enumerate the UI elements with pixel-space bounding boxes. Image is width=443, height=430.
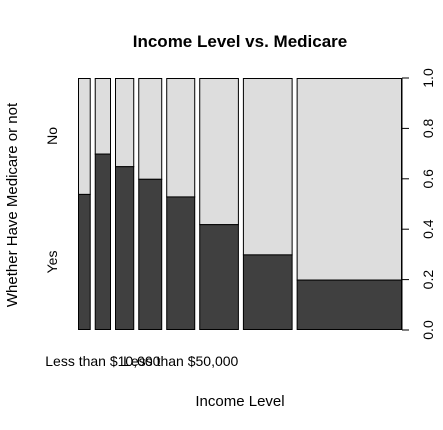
bar-no-3 [115, 78, 135, 168]
y-tick-label-3: 0.6 [420, 169, 436, 189]
x-axis-label: Income Level [195, 393, 284, 410]
y-level-label-no: No [44, 127, 60, 145]
bar-yes-6 [199, 224, 239, 330]
bar-yes-2 [94, 153, 112, 330]
y-level-labels: Yes No [44, 127, 60, 274]
bar-yes-4 [138, 178, 163, 330]
y-level-label-yes: Yes [44, 251, 60, 274]
chart-title: Income Level vs. Medicare [133, 32, 348, 51]
bar-no-4 [138, 78, 163, 180]
bar-no-1 [78, 78, 91, 195]
bar-no-2 [94, 78, 112, 155]
x-tick-label-0: Less than $10,000 [45, 353, 160, 369]
bar-yes-8 [296, 279, 402, 331]
y-tick-label-0: 0.0 [420, 320, 436, 340]
y-tick-label-5: 1.0 [420, 68, 436, 88]
x-tick-label-1: Less than $50,000 [123, 353, 238, 369]
bar-no-8 [296, 78, 402, 281]
bar-no-6 [199, 78, 239, 226]
y-axis-right: 0.0 0.2 0.4 0.6 0.8 1.0 [401, 68, 436, 340]
bar-yes-5 [166, 196, 196, 330]
bar-yes-3 [115, 166, 135, 330]
bar-yes-7 [242, 254, 293, 330]
bars-group [78, 78, 402, 331]
y-tick-label-2: 0.4 [420, 219, 436, 239]
y-tick-label-4: 0.8 [420, 118, 436, 138]
y-axis-label: Whether Have Medicare or not [4, 102, 21, 307]
bar-no-5 [166, 78, 196, 198]
y-tick-label-1: 0.2 [420, 270, 436, 290]
bar-yes-1 [78, 193, 91, 330]
bar-no-7 [242, 78, 293, 256]
